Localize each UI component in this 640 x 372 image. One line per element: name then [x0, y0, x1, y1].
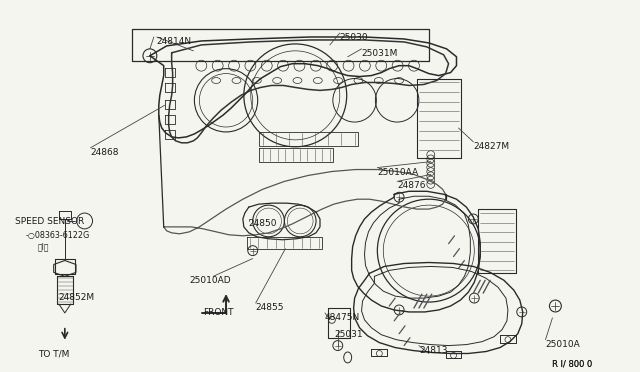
Text: -○08363-6122G: -○08363-6122G	[25, 231, 90, 240]
Text: SPEED SENSOR: SPEED SENSOR	[15, 217, 84, 226]
Text: 24876: 24876	[397, 182, 426, 190]
Text: 24855: 24855	[256, 303, 284, 312]
Text: FRONT: FRONT	[204, 308, 234, 317]
Text: 24827M: 24827M	[474, 142, 509, 151]
Text: 〈I〉: 〈I〉	[38, 243, 50, 252]
Text: R I/ 800 0: R I/ 800 0	[552, 359, 593, 368]
Text: 25010AD: 25010AD	[189, 276, 231, 285]
Text: 24814N: 24814N	[157, 37, 192, 46]
Text: 24868: 24868	[90, 148, 119, 157]
Text: 25031M: 25031M	[362, 49, 398, 58]
Text: R I/ 800 0: R I/ 800 0	[552, 359, 593, 368]
Text: TO T/M: TO T/M	[38, 350, 70, 359]
Text: 48475N: 48475N	[325, 313, 360, 322]
Text: 24850: 24850	[249, 219, 277, 228]
Text: 24852M: 24852M	[58, 293, 94, 302]
Text: 24813: 24813	[419, 346, 447, 355]
Text: 25030: 25030	[340, 33, 369, 42]
Text: 25031: 25031	[335, 330, 364, 339]
Text: 25010AA: 25010AA	[378, 167, 419, 177]
Text: 25010A: 25010A	[545, 340, 580, 349]
